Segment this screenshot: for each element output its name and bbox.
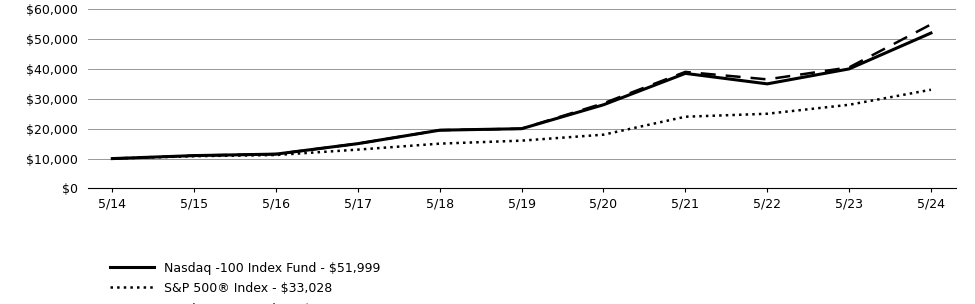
S&P 500® Index - $33,028 [352, 148, 364, 151]
Line: S&P 500® Index - $33,028: S&P 500® Index - $33,028 [112, 90, 931, 159]
Nasdaq -100 Index Fund - $51,999 [352, 142, 364, 146]
Nasdaq-100® Index - $54,881 [843, 66, 855, 69]
Nasdaq-100® Index - $54,881 [352, 142, 364, 146]
Nasdaq-100® Index - $54,881 [188, 154, 200, 157]
Nasdaq-100® Index - $54,881 [761, 78, 773, 81]
Legend: Nasdaq -100 Index Fund - $51,999, S&P 500® Index - $33,028, Nasdaq-100® Index - : Nasdaq -100 Index Fund - $51,999, S&P 50… [105, 257, 385, 304]
Nasdaq-100® Index - $54,881 [680, 70, 691, 74]
Nasdaq-100® Index - $54,881 [270, 152, 282, 156]
Nasdaq-100® Index - $54,881 [925, 22, 937, 26]
Nasdaq-100® Index - $54,881 [516, 127, 527, 130]
S&P 500® Index - $33,028 [188, 154, 200, 158]
Nasdaq -100 Index Fund - $51,999 [680, 71, 691, 75]
S&P 500® Index - $33,028 [516, 139, 527, 143]
S&P 500® Index - $33,028 [434, 142, 446, 146]
S&P 500® Index - $33,028 [106, 157, 118, 161]
S&P 500® Index - $33,028 [598, 133, 609, 136]
Nasdaq-100® Index - $54,881 [434, 128, 446, 132]
S&P 500® Index - $33,028 [925, 88, 937, 92]
S&P 500® Index - $33,028 [270, 153, 282, 157]
Nasdaq -100 Index Fund - $51,999 [434, 128, 446, 132]
Nasdaq-100® Index - $54,881 [598, 102, 609, 105]
Nasdaq -100 Index Fund - $51,999 [598, 103, 609, 107]
Nasdaq -100 Index Fund - $51,999 [270, 152, 282, 156]
Nasdaq -100 Index Fund - $51,999 [516, 127, 527, 130]
S&P 500® Index - $33,028 [761, 112, 773, 116]
Nasdaq -100 Index Fund - $51,999 [188, 154, 200, 157]
S&P 500® Index - $33,028 [843, 103, 855, 107]
Line: Nasdaq -100 Index Fund - $51,999: Nasdaq -100 Index Fund - $51,999 [112, 33, 931, 159]
Nasdaq -100 Index Fund - $51,999 [843, 67, 855, 71]
Line: Nasdaq-100® Index - $54,881: Nasdaq-100® Index - $54,881 [112, 24, 931, 159]
Nasdaq -100 Index Fund - $51,999 [925, 31, 937, 35]
Nasdaq -100 Index Fund - $51,999 [761, 82, 773, 86]
Nasdaq-100® Index - $54,881 [106, 157, 118, 161]
S&P 500® Index - $33,028 [680, 115, 691, 119]
Nasdaq -100 Index Fund - $51,999 [106, 157, 118, 161]
